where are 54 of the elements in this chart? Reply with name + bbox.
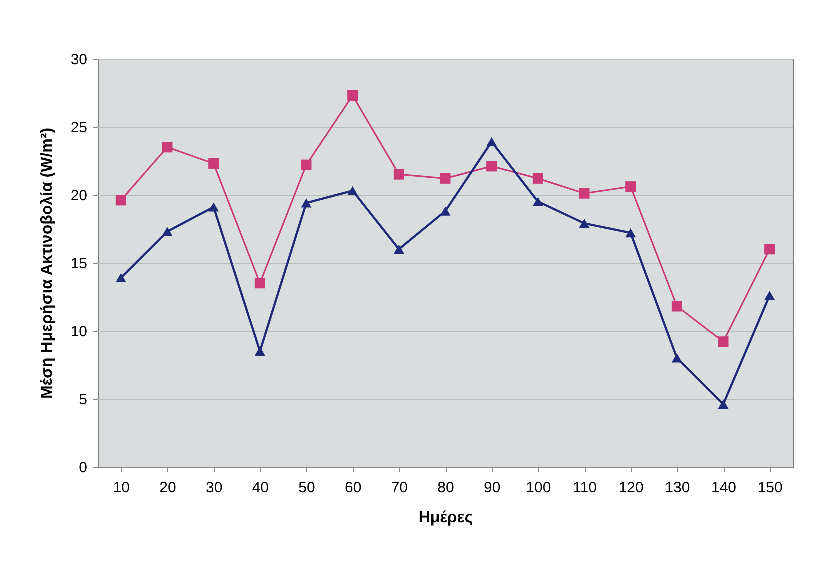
y-tick-label: 30 [70, 52, 88, 68]
point [394, 169, 404, 180]
point [718, 400, 729, 409]
point [579, 219, 590, 228]
point [672, 301, 682, 312]
y-tick-label: 0 [79, 460, 88, 476]
x-tick-label: 140 [711, 480, 737, 496]
x-axis-title: Ημέρες [418, 510, 474, 526]
point [532, 173, 544, 184]
point [626, 182, 636, 192]
x-tick-label: 10 [113, 480, 130, 496]
point [162, 227, 173, 236]
point [208, 202, 220, 212]
point [764, 291, 776, 300]
y-tick-label: 5 [79, 392, 88, 408]
point [162, 142, 173, 153]
x-tick-label: 70 [391, 480, 408, 496]
point [254, 278, 266, 289]
x-tick-label: 150 [758, 480, 783, 496]
point [440, 173, 451, 184]
point [532, 197, 544, 206]
point [764, 244, 776, 255]
x-tick-label: 60 [344, 480, 362, 496]
point [718, 336, 729, 348]
y-tick-label: 20 [70, 188, 88, 204]
x-tick-label: 110 [573, 480, 597, 496]
point [579, 188, 590, 199]
y-tick-label: 25 [70, 120, 88, 136]
x-tick-label: 50 [298, 480, 316, 496]
x-tick-label: 30 [206, 480, 223, 496]
point [208, 158, 220, 169]
point [486, 137, 498, 146]
y-tick-label: 10 [70, 324, 88, 340]
x-tick-label: 80 [438, 480, 454, 496]
x-tick-label: 130 [665, 480, 690, 496]
point [116, 273, 126, 282]
x-tick-label: 90 [484, 480, 501, 496]
x-tick-label: 120 [618, 480, 644, 496]
point [254, 346, 266, 356]
point [348, 90, 358, 101]
point [672, 354, 682, 363]
y-axis-title: Μέση Ημερήσια Ακτινοβολία (W/m²) [38, 128, 56, 400]
x-tick-label: 100 [526, 480, 552, 496]
point [116, 195, 126, 206]
point [301, 198, 312, 208]
y-tick-label: 15 [70, 256, 88, 272]
x-tick-label: 40 [252, 480, 270, 496]
x-tick-label: 20 [160, 480, 176, 496]
point [626, 228, 636, 238]
point [348, 186, 358, 196]
point [301, 160, 312, 170]
point [394, 244, 404, 254]
point [486, 161, 498, 172]
point [440, 206, 451, 216]
